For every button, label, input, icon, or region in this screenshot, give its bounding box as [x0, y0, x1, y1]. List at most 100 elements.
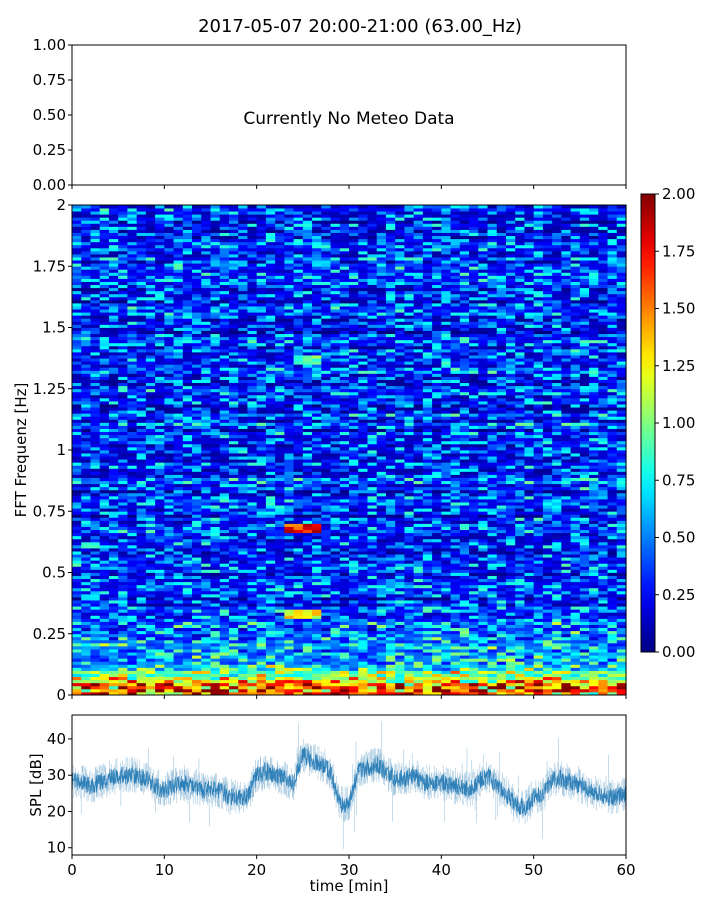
heatmap-cell — [451, 502, 461, 505]
heatmap-cell — [164, 539, 174, 542]
heatmap-cell — [220, 652, 230, 655]
heatmap-cell — [589, 468, 599, 471]
heatmap-cell — [284, 450, 294, 453]
heatmap-cell — [211, 496, 221, 499]
heatmap-cell — [598, 591, 608, 594]
heatmap-cell — [238, 569, 248, 572]
heatmap-cell — [441, 484, 451, 487]
heatmap-cell — [561, 563, 571, 566]
heatmap-cell — [589, 658, 599, 661]
heatmap-cell — [395, 459, 405, 462]
heatmap-cell — [469, 484, 479, 487]
heatmap-cell — [294, 686, 304, 689]
heatmap-cell — [146, 594, 156, 597]
heatmap-cell — [266, 606, 276, 609]
heatmap-cell — [478, 450, 488, 453]
heatmap-cell — [589, 487, 599, 490]
heatmap-cell — [183, 514, 193, 517]
heatmap-cell — [469, 520, 479, 523]
heatmap-cell — [109, 618, 119, 621]
heatmap-cell — [72, 677, 82, 680]
heatmap-cell — [164, 597, 174, 600]
heatmap-cell — [377, 600, 387, 603]
heatmap-cell — [127, 563, 137, 566]
heatmap-cell — [90, 622, 100, 625]
heatmap-cell — [451, 569, 461, 572]
heatmap-cell — [395, 481, 405, 484]
heatmap-cell — [211, 618, 221, 621]
heatmap-cell — [561, 579, 571, 582]
heatmap-cell — [349, 441, 359, 444]
heatmap-cell — [386, 582, 396, 585]
heatmap-cell — [146, 453, 156, 456]
heatmap-cell — [137, 462, 147, 465]
heatmap-cell — [72, 450, 82, 453]
heatmap-cell — [423, 456, 433, 459]
heatmap-cell — [543, 640, 553, 643]
heatmap-cell — [561, 490, 571, 493]
heatmap-cell — [312, 615, 322, 618]
heatmap-cell — [211, 453, 221, 456]
heatmap-cell — [174, 475, 184, 478]
heatmap-cell — [598, 588, 608, 591]
heatmap-cell — [377, 677, 387, 680]
heatmap-cell — [127, 539, 137, 542]
heatmap-cell — [266, 490, 276, 493]
heatmap-cell — [571, 609, 581, 612]
heatmap-cell — [386, 496, 396, 499]
heatmap-cell — [552, 511, 562, 514]
heatmap-cell — [506, 465, 516, 468]
heatmap-cell — [561, 628, 571, 631]
heatmap-cell — [608, 628, 618, 631]
heatmap-cell — [441, 545, 451, 548]
heatmap-cell — [580, 511, 590, 514]
heatmap-cell — [506, 453, 516, 456]
heatmap-cell — [284, 652, 294, 655]
heatmap-cell — [451, 631, 461, 634]
heatmap-cell — [220, 625, 230, 628]
heatmap-cell — [580, 499, 590, 502]
heatmap-cell — [146, 612, 156, 615]
heatmap-cell — [515, 609, 525, 612]
heatmap-cell — [340, 560, 350, 563]
heatmap-cell — [608, 447, 618, 450]
heatmap-cell — [127, 502, 137, 505]
heatmap-cell — [589, 545, 599, 548]
heatmap-cell — [211, 646, 221, 649]
heatmap-cell — [137, 597, 147, 600]
heatmap-cell — [386, 680, 396, 683]
heatmap-cell — [340, 588, 350, 591]
heatmap-cell — [247, 664, 257, 667]
heatmap-cell — [441, 637, 451, 640]
heatmap-cell — [543, 450, 553, 453]
heatmap-cell — [524, 585, 534, 588]
heatmap-cell — [469, 530, 479, 533]
heatmap-cell — [174, 450, 184, 453]
heatmap-cell — [137, 517, 147, 520]
heatmap-cell — [211, 609, 221, 612]
heatmap-cell — [469, 649, 479, 652]
heatmap-cell — [192, 520, 202, 523]
heatmap-cell — [534, 588, 544, 591]
heatmap-cell — [192, 615, 202, 618]
heatmap-cell — [118, 456, 128, 459]
heatmap-cell — [441, 664, 451, 667]
heatmap-cell — [137, 471, 147, 474]
heatmap-cell — [589, 530, 599, 533]
heatmap-cell — [294, 591, 304, 594]
heatmap-cell — [127, 640, 137, 643]
heatmap-cell — [81, 545, 91, 548]
heatmap-cell — [404, 566, 414, 569]
heatmap-cell — [192, 667, 202, 670]
heatmap-cell — [580, 563, 590, 566]
heatmap-cell — [109, 533, 119, 536]
heatmap-cell — [81, 658, 91, 661]
heatmap-cell — [192, 661, 202, 664]
heatmap-cell — [257, 508, 267, 511]
heatmap-cell — [543, 615, 553, 618]
heatmap-cell — [137, 533, 147, 536]
heatmap-cell — [404, 649, 414, 652]
heatmap-cell — [90, 674, 100, 677]
heatmap-cell — [174, 609, 184, 612]
heatmap-cell — [423, 499, 433, 502]
